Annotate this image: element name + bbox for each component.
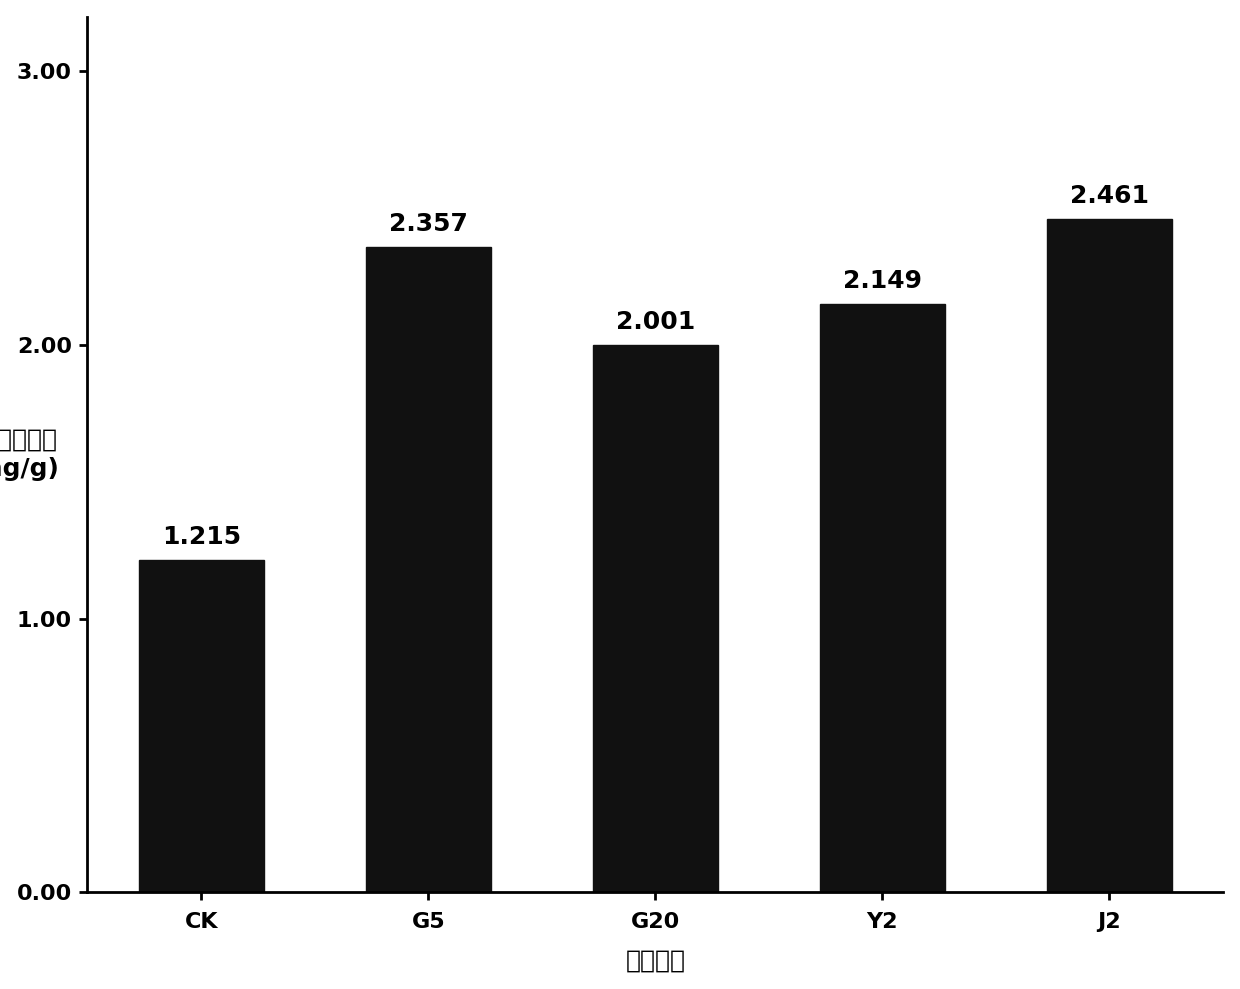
- Bar: [1047, 219, 1172, 892]
- Bar: [139, 560, 264, 892]
- Text: 2.357: 2.357: [389, 213, 467, 236]
- Text: 1.215: 1.215: [161, 525, 241, 549]
- X-axis label: 菌株编号: 菌株编号: [625, 948, 686, 972]
- Text: 2.461: 2.461: [1070, 184, 1148, 208]
- Bar: [820, 305, 945, 892]
- Bar: [593, 345, 718, 892]
- Text: 2.149: 2.149: [843, 269, 921, 294]
- Text: 2.001: 2.001: [615, 310, 694, 333]
- Bar: [366, 247, 491, 892]
- Text: 总叶绿素含量
(mg/g): 总叶绿素含量 (mg/g): [0, 427, 60, 482]
